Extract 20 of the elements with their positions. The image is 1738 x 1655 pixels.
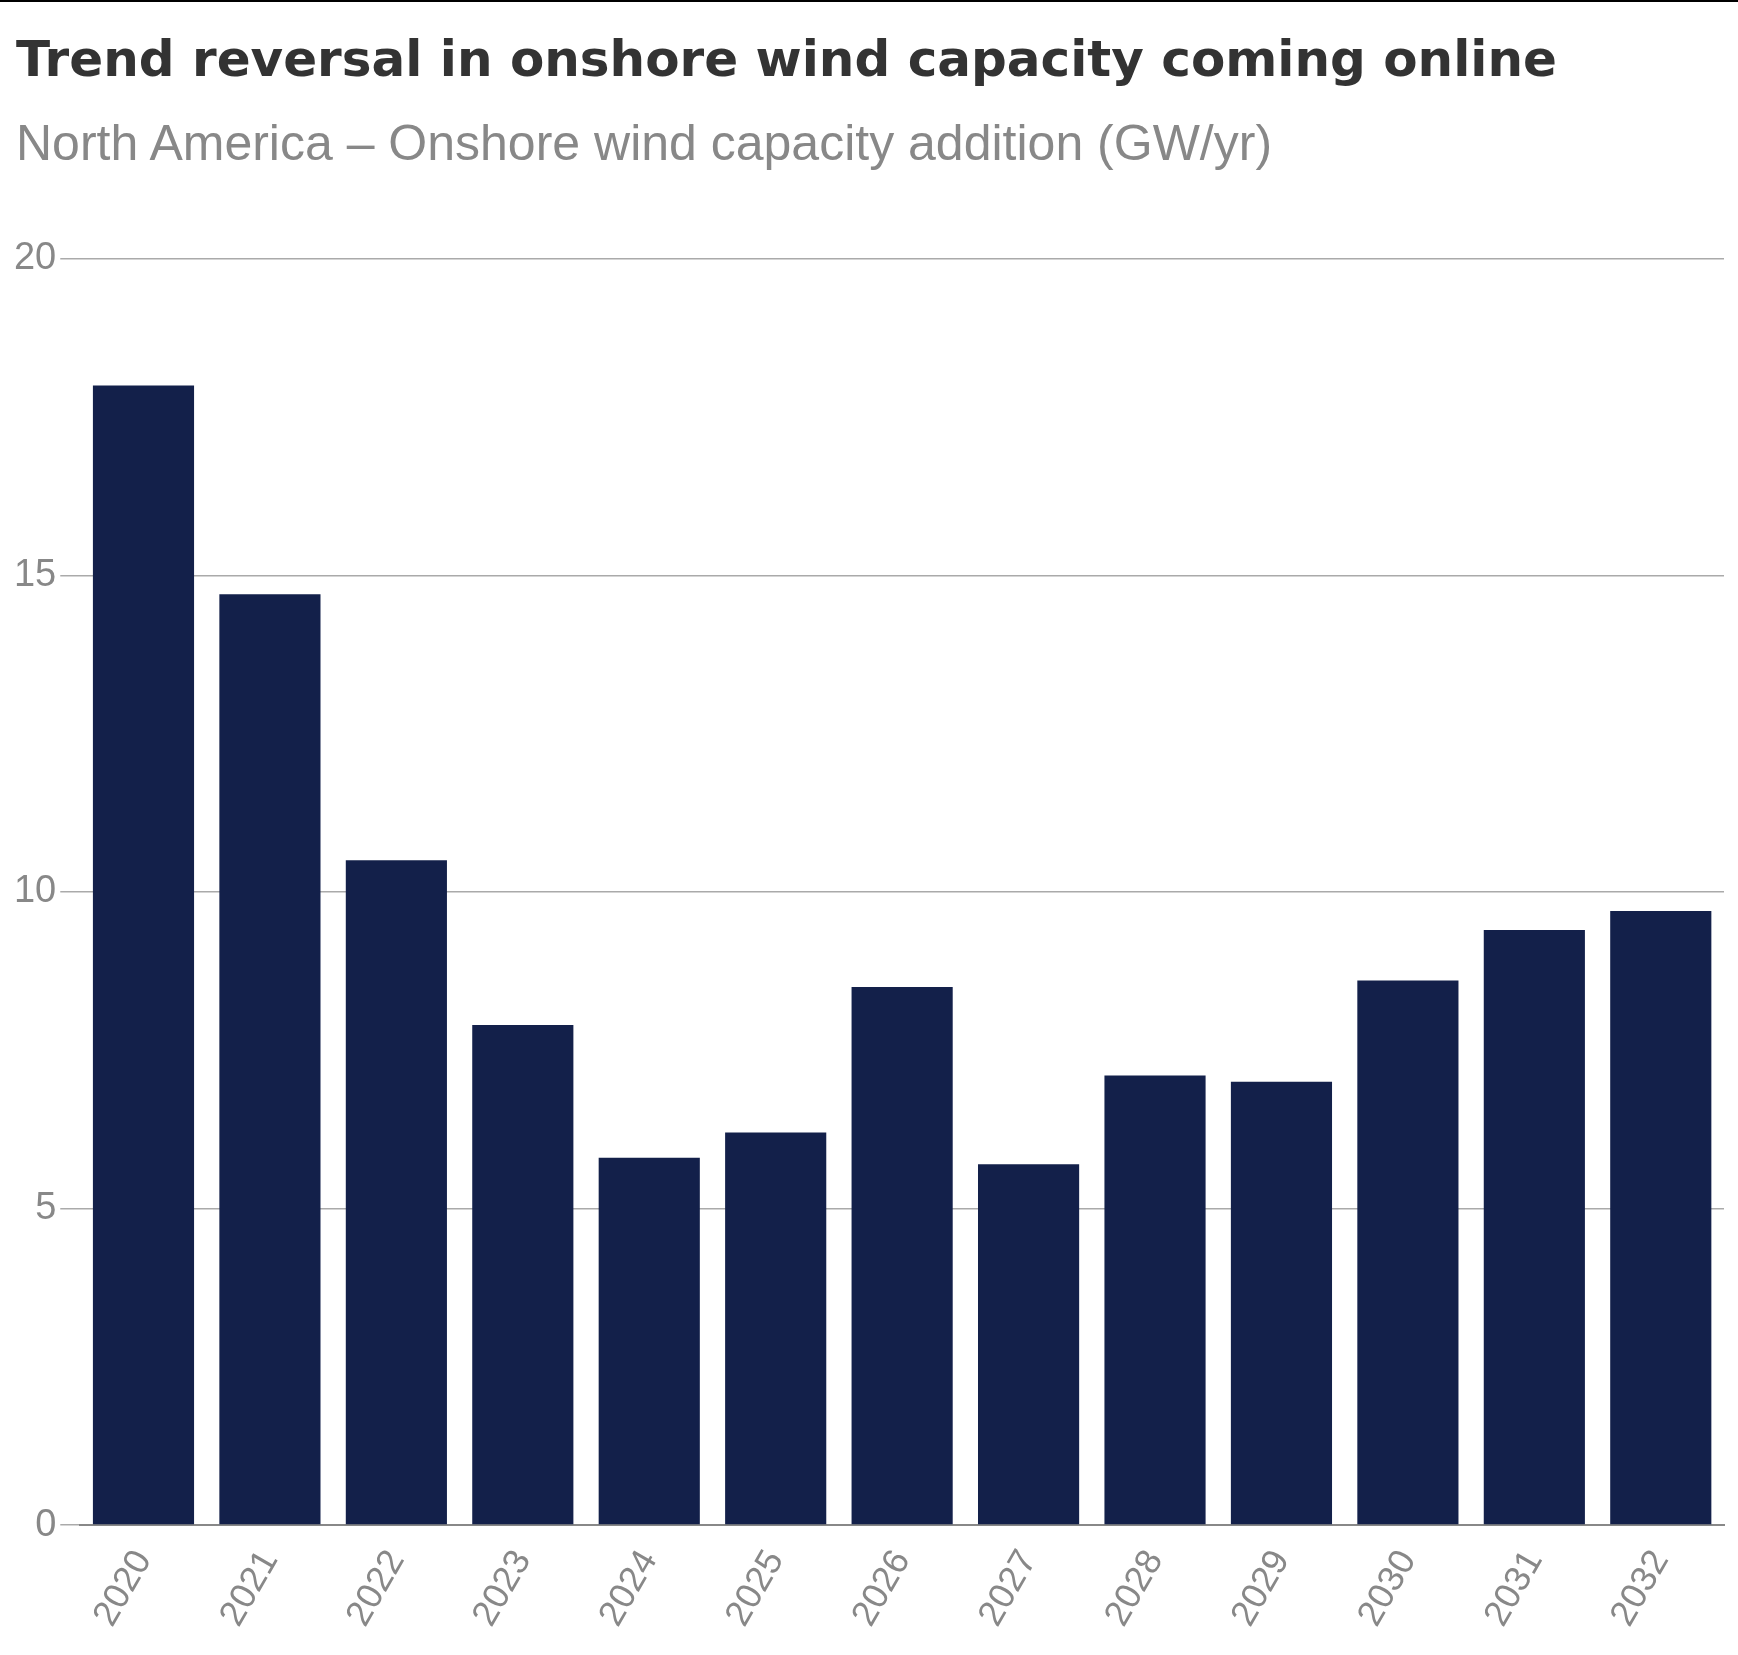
bar [1483,929,1585,1525]
bar [851,986,953,1525]
bar [1357,980,1459,1525]
bar [1610,910,1712,1525]
y-tick-label: 0 [35,1501,57,1544]
bar [92,385,195,1525]
y-tick-label: 10 [13,868,57,911]
bar [1104,1075,1206,1525]
y-tick-label: 15 [13,551,57,594]
bar [725,1132,827,1525]
chart-subtitle: North America – Onshore wind capacity addition (GW/yr) [16,114,1273,172]
bar [345,860,447,1525]
bar [978,1164,1080,1525]
bar [598,1157,700,1525]
chart-title: Trend reversal in onshore wind capacity coming online [16,30,1557,88]
bar [1230,1081,1333,1525]
bar [219,594,321,1525]
y-tick-label: 20 [13,235,57,278]
y-tick-label: 5 [35,1184,57,1227]
bar [472,1024,574,1525]
